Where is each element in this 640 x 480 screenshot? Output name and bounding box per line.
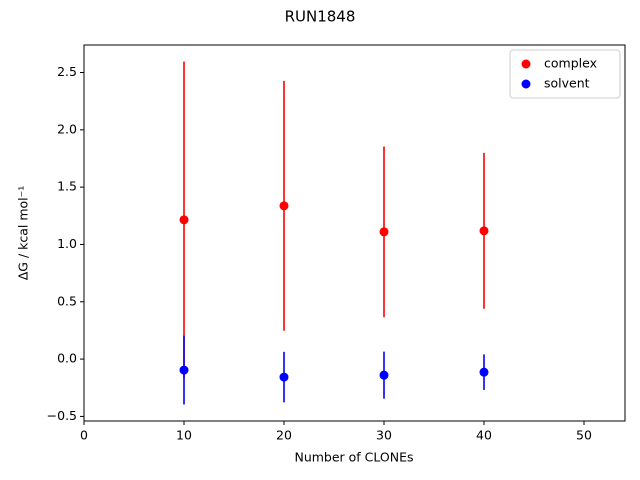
point	[479, 367, 489, 377]
point	[179, 215, 189, 225]
x-tick-label: 40	[476, 428, 492, 443]
x-tick-label: 50	[576, 428, 592, 443]
legend-marker	[521, 59, 531, 69]
legend-box	[509, 49, 621, 99]
x-tick-label: 30	[376, 428, 392, 443]
y-tick-label: 1.5	[57, 179, 77, 194]
y-tick-label: 2.5	[57, 64, 77, 79]
point	[479, 226, 489, 236]
y-axis-label: ΔG / kcal mol⁻¹	[16, 186, 31, 281]
y-tick-label: 2.0	[57, 121, 77, 136]
x-tick-label: 20	[276, 428, 292, 443]
legend-label: solvent	[544, 76, 590, 91]
legend-label: complex	[544, 56, 597, 71]
y-tick-label: 1.0	[57, 236, 77, 251]
chart-title: RUN1848	[285, 8, 356, 26]
point	[279, 372, 289, 382]
plot-frame	[83, 44, 626, 422]
y-tick-label: −0.5	[47, 408, 77, 423]
x-axis-label: Number of CLONEs	[294, 450, 413, 465]
x-tick-label: 0	[80, 428, 88, 443]
y-tick-label: 0.0	[57, 351, 77, 366]
point	[279, 201, 289, 211]
y-tick-label: 0.5	[57, 293, 77, 308]
x-tick-label: 10	[176, 428, 192, 443]
point	[179, 365, 189, 375]
legend-marker	[521, 79, 531, 89]
point	[379, 227, 389, 237]
point	[379, 370, 389, 380]
